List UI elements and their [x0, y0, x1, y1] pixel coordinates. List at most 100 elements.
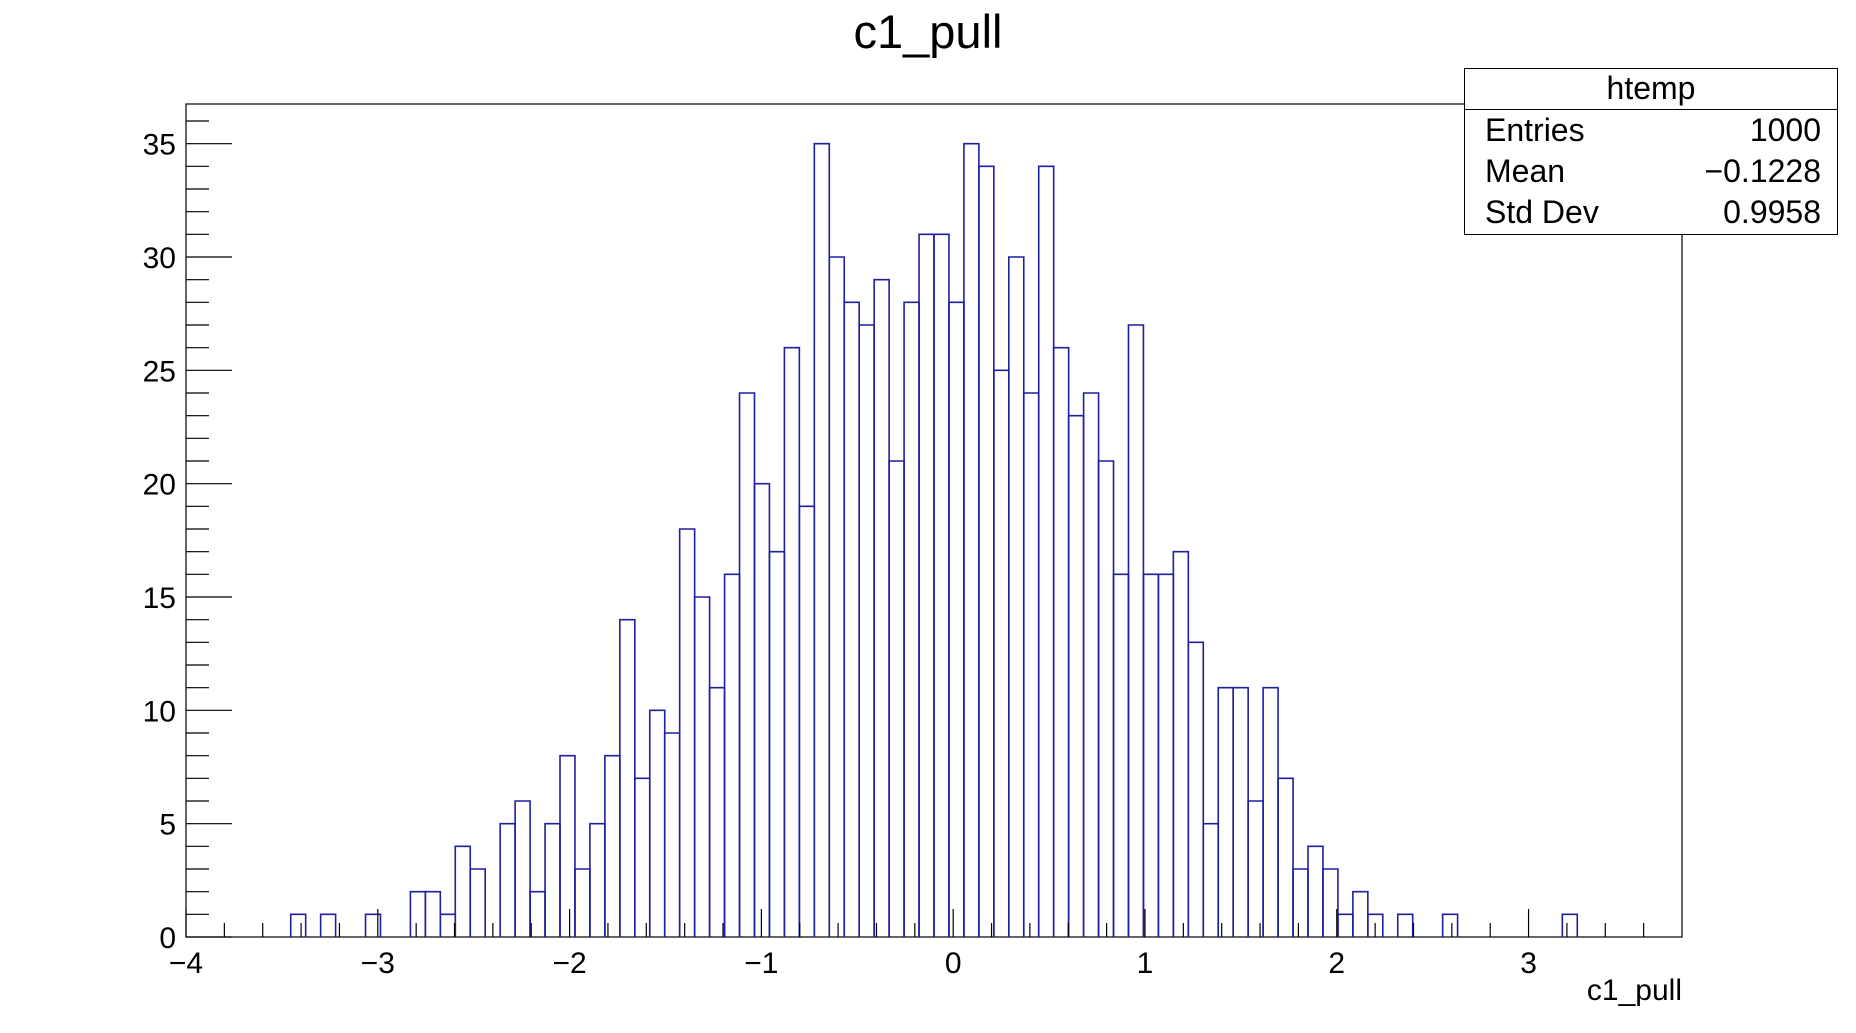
x-tick-label: 2	[1328, 947, 1345, 980]
histogram-bin	[1187, 641, 1205, 937]
histogram-bin	[828, 256, 846, 937]
histogram-bin	[529, 890, 546, 937]
y-tick-label: 15	[143, 582, 176, 615]
stats-value: 1000	[1749, 112, 1821, 148]
histogram-bin	[1337, 913, 1354, 937]
stats-label: Mean	[1485, 153, 1566, 189]
y-tick-label: 0	[159, 922, 176, 955]
stats-label: Entries	[1485, 112, 1585, 148]
chart-title: c1_pull	[853, 5, 1003, 58]
histogram-bin	[1441, 913, 1459, 937]
stats-row-entries: Entries 1000	[1465, 110, 1837, 151]
histogram-bin	[1322, 868, 1339, 937]
x-tick-label: −2	[552, 947, 586, 980]
histogram-bin	[813, 142, 831, 937]
y-tick-label: 5	[159, 809, 176, 842]
histogram-bin	[663, 732, 681, 937]
histogram-bin	[873, 278, 890, 937]
histogram-bin	[1172, 550, 1190, 937]
histogram-bin	[439, 913, 457, 937]
histogram-bin	[1561, 913, 1579, 937]
x-tick-label: −4	[169, 947, 203, 980]
histogram-bin	[424, 890, 442, 937]
histogram-bin	[678, 528, 696, 937]
stats-label: Std Dev	[1485, 194, 1599, 230]
y-tick-label: 35	[143, 129, 176, 162]
histogram-bin	[1037, 165, 1055, 937]
histogram-bin	[1142, 573, 1160, 937]
histogram-bin	[1232, 686, 1249, 937]
stats-row-mean: Mean −0.1228	[1465, 151, 1837, 192]
histogram-bin	[1112, 573, 1130, 937]
histogram-bin	[1307, 845, 1324, 937]
histogram-bin	[1292, 868, 1309, 937]
histogram-bin	[1082, 392, 1100, 937]
x-tick-label: 0	[945, 947, 962, 980]
histogram-bin	[1367, 913, 1384, 937]
histogram-bin	[1352, 890, 1369, 937]
histogram-bin	[634, 777, 651, 937]
x-tick-label: −1	[744, 947, 778, 980]
histogram-bin	[589, 822, 606, 937]
histogram-bin	[544, 822, 561, 937]
histogram-bin	[1097, 460, 1115, 937]
histogram-bin	[1052, 346, 1070, 937]
stats-box-title: htemp	[1465, 69, 1837, 110]
stats-row-stddev: Std Dev 0.9958	[1465, 192, 1837, 233]
histogram-bin	[933, 233, 950, 937]
histogram-bin	[858, 324, 875, 937]
histogram-bin	[693, 596, 711, 937]
histogram-bin	[514, 800, 531, 937]
histogram-bin	[948, 301, 965, 937]
histogram-bin	[723, 573, 741, 937]
histogram-bin	[364, 913, 382, 937]
histogram-bin	[619, 618, 636, 937]
histogram-bin	[1067, 414, 1085, 937]
histogram-bin	[1247, 800, 1264, 937]
histogram-bin	[1277, 777, 1294, 937]
histogram-bin	[903, 301, 920, 937]
histogram-bin	[708, 686, 726, 937]
histogram-bin	[604, 754, 621, 937]
x-axis-label: c1_pull	[1587, 974, 1682, 1007]
histogram-bin	[454, 845, 472, 937]
histogram-bin	[798, 505, 816, 937]
histogram-bin	[963, 142, 980, 937]
y-tick-label: 25	[143, 355, 176, 388]
histogram-bin	[843, 301, 860, 937]
histogram-bin	[753, 482, 771, 937]
stats-value: −0.1228	[1704, 153, 1821, 189]
histogram-bin	[1262, 686, 1279, 937]
histogram-bin	[1396, 913, 1414, 937]
x-tick-label: 3	[1520, 947, 1537, 980]
histogram-bin	[1157, 573, 1175, 937]
histogram-bin	[1008, 256, 1025, 937]
histogram-bin	[888, 460, 905, 937]
y-tick-label: 10	[143, 695, 176, 728]
x-tick-label: 1	[1137, 947, 1154, 980]
histogram-bin	[918, 233, 935, 937]
histogram-bin	[469, 868, 486, 937]
histogram-bin	[1202, 822, 1220, 937]
histogram-bin	[978, 165, 995, 937]
histogram-bin	[783, 346, 801, 937]
histogram-bin	[738, 392, 756, 937]
histogram-bin	[319, 913, 337, 937]
y-tick-label: 20	[143, 469, 176, 502]
y-tick-label: 30	[143, 242, 176, 275]
histogram-bin	[1022, 392, 1040, 937]
histogram-bin	[409, 890, 427, 937]
histogram-bin	[1217, 686, 1234, 937]
histogram-bin	[993, 369, 1010, 937]
histogram-bin	[1127, 324, 1145, 937]
histogram-bin	[574, 868, 591, 937]
histogram-bin	[499, 822, 516, 937]
stats-value: 0.9958	[1723, 194, 1821, 230]
histogram-bin	[648, 709, 666, 937]
histogram-bin	[768, 550, 786, 937]
x-tick-label: −3	[361, 947, 395, 980]
histogram-bin	[289, 913, 307, 937]
stats-box: htemp Entries 1000 Mean −0.1228 Std Dev …	[1464, 68, 1838, 235]
histogram-bin	[559, 754, 576, 937]
